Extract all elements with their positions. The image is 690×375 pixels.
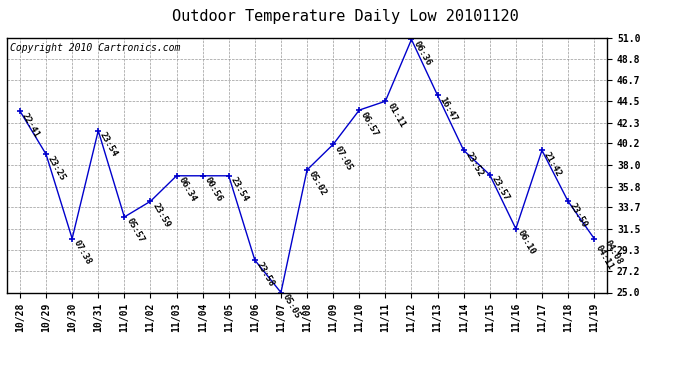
Text: 23:25: 23:25 [46, 154, 68, 182]
Text: Outdoor Temperature Daily Low 20101120: Outdoor Temperature Daily Low 20101120 [172, 9, 518, 24]
Text: 06:10: 06:10 [516, 229, 537, 256]
Text: 05:02: 05:02 [307, 170, 328, 198]
Text: 06:36: 06:36 [411, 39, 433, 67]
Text: 05:57: 05:57 [124, 217, 146, 245]
Text: 06:34: 06:34 [177, 176, 198, 204]
Text: 00:56: 00:56 [203, 176, 224, 204]
Text: 23:59: 23:59 [150, 201, 172, 229]
Text: 16:47: 16:47 [437, 95, 459, 123]
Text: 07:05: 07:05 [333, 144, 355, 172]
Text: 23:58: 23:58 [255, 260, 276, 288]
Text: 23:54: 23:54 [229, 176, 250, 204]
Text: 23:54: 23:54 [98, 130, 119, 159]
Text: 22:41: 22:41 [20, 111, 41, 139]
Text: 23:57: 23:57 [490, 175, 511, 202]
Text: 01:11: 01:11 [385, 101, 406, 129]
Text: Copyright 2010 Cartronics.com: Copyright 2010 Cartronics.com [10, 43, 180, 52]
Text: 04:08
04:11: 04:08 04:11 [594, 238, 624, 272]
Text: 06:57: 06:57 [359, 110, 380, 138]
Text: 21:42: 21:42 [542, 150, 563, 178]
Text: 23:52: 23:52 [464, 150, 485, 178]
Text: 07:38: 07:38 [72, 238, 93, 266]
Text: 05:05: 05:05 [281, 292, 302, 320]
Text: 23:50: 23:50 [568, 201, 589, 229]
